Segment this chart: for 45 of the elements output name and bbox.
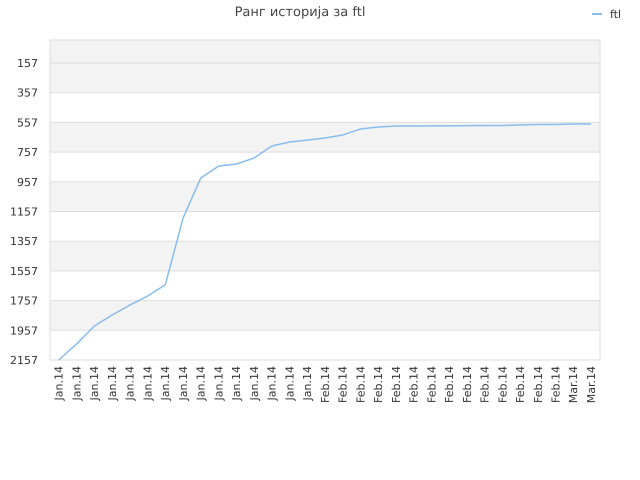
x-tick-label: Mar.14 <box>567 366 580 404</box>
x-tick-label: Jan.14 <box>230 366 244 402</box>
y-tick-label: 1557 <box>10 264 38 278</box>
x-tick-label: Feb.14 <box>372 366 386 403</box>
x-tick-label: Jan.14 <box>266 366 279 402</box>
x-tick-label: Jan.14 <box>70 366 84 402</box>
x-tick-label: Jan.14 <box>283 366 296 402</box>
x-tick-label: Jan.14 <box>52 366 66 402</box>
x-tick-label: Feb.14 <box>336 366 350 403</box>
legend-label: ftl <box>610 8 622 21</box>
x-tick-label: Mar.14 <box>584 366 598 404</box>
x-tick-label: Feb.14 <box>318 366 332 403</box>
y-tick-label: 157 <box>17 57 38 70</box>
x-tick-label: Jan.14 <box>194 366 208 402</box>
x-tick-label: Jan.14 <box>88 366 102 402</box>
x-tick-label: Jan.14 <box>176 366 190 402</box>
x-tick-label: Feb.14 <box>460 366 474 403</box>
y-tick-label: 557 <box>17 116 38 130</box>
y-tick-label: 357 <box>17 86 38 100</box>
y-tick-label: 1757 <box>10 294 38 308</box>
x-tick-label: Jan.14 <box>212 366 226 402</box>
y-tick-label: 2157 <box>10 354 38 367</box>
chart-title: Ранг историја за ftl <box>234 5 366 20</box>
x-tick-label: Jan.14 <box>301 366 314 402</box>
y-tick-label: 1357 <box>10 235 38 248</box>
x-tick-label: Feb.14 <box>549 366 562 403</box>
y-tick-label: 1957 <box>10 324 38 338</box>
x-tick-label: Feb.14 <box>408 366 421 403</box>
x-tick-label: Jan.14 <box>124 366 137 402</box>
x-tick-label: Feb.14 <box>443 366 456 403</box>
x-tick-label: Feb.14 <box>354 366 368 403</box>
x-tick-label: Jan.14 <box>141 366 154 402</box>
x-tick-label: Feb.14 <box>425 366 438 403</box>
x-tick-label: Jan.14 <box>159 366 172 402</box>
x-tick-label: Jan.14 <box>106 366 119 402</box>
x-tick-label: Feb.14 <box>496 366 510 403</box>
y-tick-label: 957 <box>17 176 38 189</box>
x-tick-label: Jan.14 <box>248 366 261 402</box>
x-tick-label: Feb.14 <box>514 366 528 403</box>
x-tick-label: Feb.14 <box>478 366 492 403</box>
x-tick-label: Feb.14 <box>390 366 403 403</box>
y-tick-label: 1157 <box>10 206 38 219</box>
y-tick-label: 757 <box>17 146 38 160</box>
line-series <box>58 123 592 361</box>
x-tick-label: Feb.14 <box>532 366 545 403</box>
